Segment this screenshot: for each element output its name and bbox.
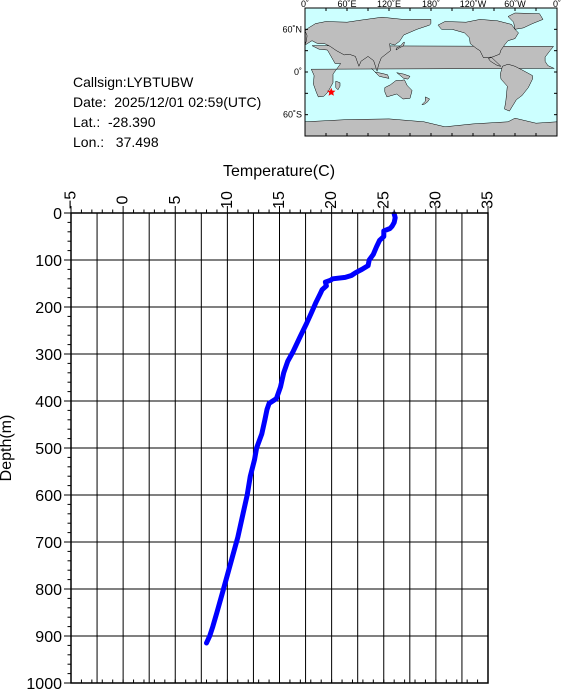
date-label: Date: 2025/12/01 02:59(UTC) — [73, 94, 262, 110]
x-tick-label: 0 — [115, 195, 132, 204]
x-tick-label: −5 — [63, 191, 80, 209]
y-tick-label: 800 — [35, 582, 62, 599]
map-lon-label: 0˚ — [301, 0, 309, 9]
longitude-label: Lon.: 37.498 — [73, 134, 159, 150]
landmass-madagascar — [335, 80, 341, 91]
x-tick-label: 5 — [167, 195, 184, 204]
map-group: 0˚ 60˚E 120˚E 180˚ 120˚W 60˚W 0˚ 60˚N 0˚ 60˚S — [282, 0, 561, 137]
landmass-south-america — [500, 63, 533, 112]
latitude-label: Lat.: -28.390 — [73, 114, 156, 130]
station-info: Callsign:LYBTUBW Date: 2025/12/01 02:59(… — [73, 72, 261, 152]
x-axis-label: Temperature(C) — [223, 163, 335, 180]
callsign-label: Callsign:LYBTUBW — [73, 74, 194, 90]
map-lon-label: 60˚E — [337, 0, 356, 9]
map-lat-label: 60˚S — [283, 110, 302, 120]
map-lon-label: 180˚ — [422, 0, 440, 9]
map-lat-label: 60˚N — [282, 24, 302, 34]
landmass-new-zealand — [421, 96, 430, 106]
landmass-australia — [384, 79, 413, 100]
x-tick-label: 20 — [323, 191, 340, 209]
y-tick-label: 400 — [35, 394, 62, 411]
landmass-new-guinea — [396, 72, 411, 80]
x-tick-label: 35 — [480, 191, 497, 209]
landmass-greenland — [507, 12, 544, 30]
x-tick-label: 25 — [375, 191, 392, 209]
x-tick-label: 10 — [219, 191, 236, 209]
landmass-north-america — [437, 19, 519, 67]
y-tick-label: 300 — [35, 347, 62, 364]
map-lat-label: 0˚ — [294, 67, 302, 77]
y-tick-label: 900 — [35, 629, 62, 646]
y-axis-label: Depth(m) — [0, 415, 15, 482]
temperature-profile-line — [204, 211, 398, 646]
y-tick-label: 1000 — [26, 676, 62, 690]
axis-layer: −5 0 5 10 15 20 25 30 35010020030040050060070080… — [26, 191, 496, 690]
map-lon-label: 0˚ — [553, 0, 561, 9]
map-lon-label: 120˚W — [460, 0, 487, 9]
y-tick-label: 0 — [53, 206, 62, 223]
y-tick-label: 700 — [35, 535, 62, 552]
station-marker-star-icon — [327, 87, 336, 96]
x-tick-label: 15 — [271, 191, 288, 209]
y-tick-label: 500 — [35, 441, 62, 458]
landmass-eurasia — [304, 16, 432, 73]
y-tick-label: 100 — [35, 253, 62, 270]
map-lon-label: 60˚W — [504, 0, 526, 9]
landmass-indonesia — [371, 68, 390, 79]
map-lon-label: 120˚E — [377, 0, 401, 9]
y-tick-label: 200 — [35, 300, 62, 317]
grid-layer — [70, 212, 489, 684]
x-tick-label: 30 — [427, 191, 444, 209]
curve-layer — [204, 211, 398, 646]
y-tick-label: 600 — [35, 488, 62, 505]
landmass-japan — [395, 41, 405, 51]
